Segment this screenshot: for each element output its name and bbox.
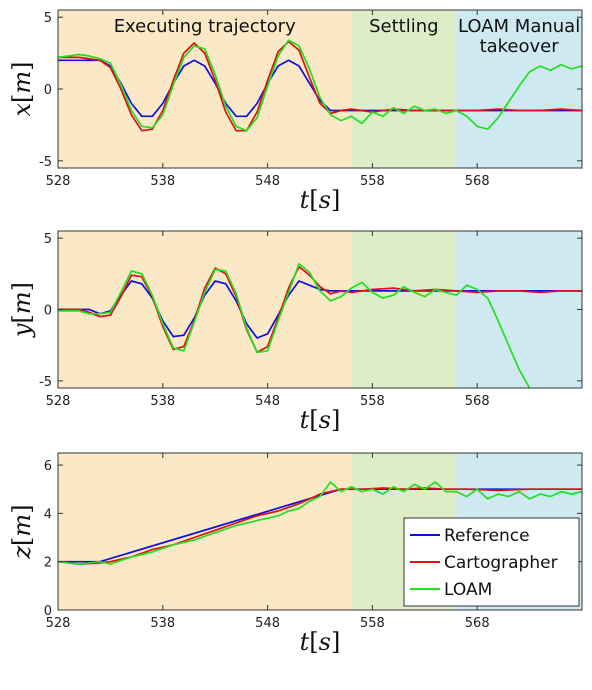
region-label-loam-manual-takeover: LOAM Manual takeover <box>458 16 580 57</box>
x-tick-label: 558 <box>360 174 385 189</box>
series-line-loam <box>58 262 531 388</box>
region-band-1-0 <box>58 231 352 388</box>
x-tick-label: 548 <box>255 174 280 189</box>
legend: Reference Cartographer LOAM <box>403 517 580 607</box>
region-band-settling <box>351 10 457 168</box>
x-tick-label: 538 <box>150 174 175 189</box>
x-axis-label: t[s] <box>300 186 341 214</box>
x-tick-label: 538 <box>150 616 175 631</box>
region-band-1-2 <box>456 231 582 388</box>
y-axis-label: y[m] <box>8 282 36 338</box>
y-tick-label: 2 <box>44 556 52 571</box>
legend-entry-loam: LOAM <box>444 580 492 600</box>
x-tick-label: 568 <box>465 616 490 631</box>
x-axis-label: t[s] <box>300 628 341 656</box>
plot-frame <box>57 452 583 611</box>
y-axis-label: z[m] <box>8 504 36 559</box>
series-group <box>58 262 582 388</box>
y-tick-label: 5 <box>44 232 52 247</box>
region-label-executing-trajectory: Executing trajectory <box>114 16 296 37</box>
x-tick-label: 558 <box>360 394 385 409</box>
x-tick-label: 568 <box>465 174 490 189</box>
x-axis-label: t[s] <box>300 406 341 434</box>
z-position-chart: 528 538 548 558 568 0 2 4 6 t[s] z[m] Reference Cart… <box>8 452 583 656</box>
y-tick-label: -5 <box>39 375 52 390</box>
x-tick-label: 548 <box>255 616 280 631</box>
region-band-2-0 <box>58 453 352 610</box>
y-axis-label: x[m] <box>8 61 36 116</box>
series-line-cartographer <box>58 40 582 132</box>
y-tick-label: 0 <box>44 304 52 319</box>
legend-entry-cartographer: Cartographer <box>444 553 558 573</box>
region-band-loam-manual-takeover <box>456 10 582 168</box>
y-tick-label: 5 <box>44 11 52 26</box>
x-tick-label: 568 <box>465 394 490 409</box>
x-position-chart: 528 538 548 558 568 -5 0 5 t[s] x[m] Executing tra… <box>8 9 583 214</box>
y-tick-label: 0 <box>44 83 52 98</box>
x-tick-label: 528 <box>46 394 71 409</box>
x-tick-label: 548 <box>255 394 280 409</box>
region-band-1-1 <box>351 231 457 388</box>
legend-entry-reference: Reference <box>444 526 530 546</box>
region-band-executing-trajectory <box>58 10 352 168</box>
x-tick-label: 538 <box>150 394 175 409</box>
series-group <box>58 39 582 132</box>
x-tick-label: 558 <box>360 616 385 631</box>
y-tick-label: 4 <box>44 507 52 522</box>
series-line-loam <box>58 39 582 132</box>
series-group <box>58 481 582 565</box>
y-position-chart: 528 538 548 558 568 -5 0 5 t[s] y[m] <box>8 230 583 434</box>
x-tick-label: 528 <box>46 174 71 189</box>
region-label-settling: Settling <box>369 16 438 37</box>
x-tick-label: 528 <box>46 616 71 631</box>
series-line-loam <box>58 481 582 565</box>
y-tick-label: 0 <box>44 604 52 619</box>
series-line-cartographer <box>58 265 582 354</box>
y-tick-label: 6 <box>44 459 52 474</box>
y-tick-label: -5 <box>39 155 52 170</box>
